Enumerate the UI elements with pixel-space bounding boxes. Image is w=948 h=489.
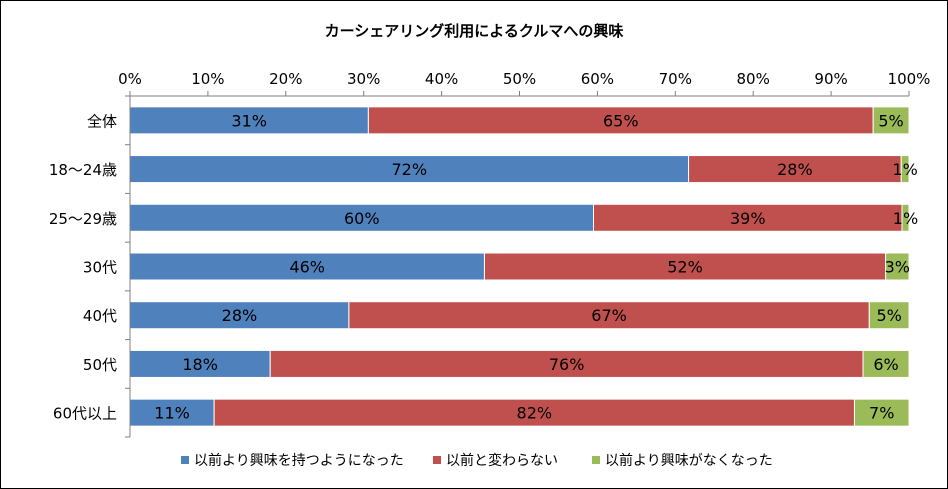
data-label: 60% xyxy=(344,209,380,228)
data-label: 5% xyxy=(876,306,901,325)
category-label: 25～29歳 xyxy=(49,210,117,228)
category-label: 30代 xyxy=(83,259,117,277)
data-label: 7% xyxy=(869,404,894,423)
data-label: 1% xyxy=(893,209,918,228)
bar-segment xyxy=(348,301,870,330)
data-label: 82% xyxy=(517,404,553,423)
legend: 以前より興味を持つようになった 以前と変わらない 以前より興味がなくなった xyxy=(181,452,773,469)
x-tick-labels: 0% 10% 20% 30% 40% 50% 60% 70% 80% 90% 100% xyxy=(118,70,930,88)
bar-segment xyxy=(872,106,910,135)
x-tick-label: 70% xyxy=(659,70,692,88)
bar-segment xyxy=(900,155,910,184)
category-label: 50代 xyxy=(83,356,117,374)
bar-segment xyxy=(129,301,350,330)
bar-segment xyxy=(593,203,903,232)
category-label: 60代以上 xyxy=(53,405,117,423)
bar-segment xyxy=(853,398,910,427)
x-tick-label: 50% xyxy=(503,70,536,88)
x-tick-label: 60% xyxy=(581,70,614,88)
data-label: 67% xyxy=(591,306,627,325)
legend-swatch xyxy=(181,456,189,464)
data-label: 72% xyxy=(391,160,427,179)
category-labels: 全体 18～24歳 25～29歳 30代 40代 50代 60代以上 xyxy=(49,112,117,422)
axes xyxy=(125,91,910,438)
bar-segment xyxy=(885,252,910,281)
data-label: 76% xyxy=(549,355,585,374)
bar-segment xyxy=(483,252,887,281)
chart-title: カーシェアリング利用によるクルマへの興味 xyxy=(325,22,624,40)
data-label: 46% xyxy=(289,258,325,277)
bar-segment xyxy=(129,252,485,281)
legend-label: 以前と変わらない xyxy=(446,452,558,469)
category-label: 40代 xyxy=(83,307,117,325)
bar-segment xyxy=(129,349,271,378)
data-label: 3% xyxy=(885,258,910,277)
data-label: 52% xyxy=(667,258,703,277)
legend-label: 以前より興味を持つようになった xyxy=(194,452,404,469)
x-tick-label: 90% xyxy=(814,70,847,88)
x-tick-label: 40% xyxy=(425,70,458,88)
data-label: 6% xyxy=(873,355,898,374)
x-tick-label: 0% xyxy=(118,70,142,88)
bars: 31% 65% 5% 72% 28% 1% 60% 39% 1% 46% 52% 3% 28% 67% 5%… xyxy=(129,106,918,427)
bar-segment xyxy=(129,106,369,135)
bar-segment xyxy=(901,203,910,232)
bar-segment xyxy=(367,106,874,135)
bar-segment xyxy=(862,349,910,378)
bar-segment xyxy=(213,398,855,427)
legend-swatch xyxy=(433,456,441,464)
bar-segment xyxy=(688,155,902,184)
x-tick-label: 100% xyxy=(888,70,931,88)
data-label: 18% xyxy=(182,355,218,374)
data-label: 28% xyxy=(777,160,813,179)
data-label: 5% xyxy=(878,111,903,130)
category-label: 18～24歳 xyxy=(49,161,117,179)
bar-segment xyxy=(269,349,864,378)
category-label: 全体 xyxy=(87,112,117,130)
data-label: 39% xyxy=(730,209,766,228)
legend-label: 以前より興味がなくなった xyxy=(605,452,773,469)
legend-swatch xyxy=(592,456,600,464)
x-tick-label: 30% xyxy=(347,70,380,88)
data-label: 1% xyxy=(892,160,917,179)
data-label: 65% xyxy=(603,111,639,130)
data-label: 28% xyxy=(222,306,258,325)
data-label: 31% xyxy=(231,111,267,130)
x-tick-label: 80% xyxy=(737,70,770,88)
x-tick-label: 20% xyxy=(269,70,302,88)
bar-segment xyxy=(129,203,595,232)
data-label: 11% xyxy=(154,404,190,423)
x-tick-label: 10% xyxy=(191,70,224,88)
bar-segment xyxy=(868,301,910,330)
